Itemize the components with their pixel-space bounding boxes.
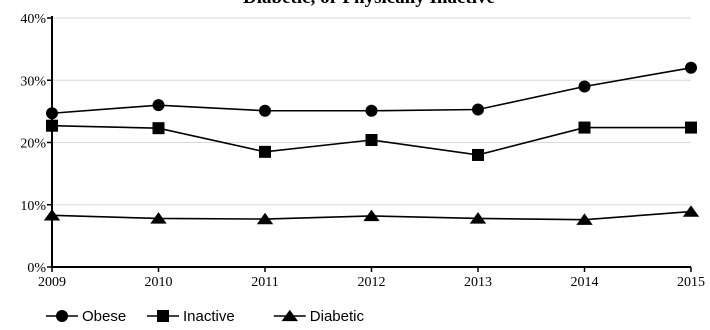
series-diabetic [43,205,700,225]
point-diabetic-2009 [43,209,61,221]
legend-label-inactive: Inactive [183,308,235,325]
point-inactive-2013 [472,148,484,161]
chart-title: Diabetic, or Physically Inactive [243,0,495,8]
series-obese [46,61,697,120]
legend-label-diabetic: Diabetic [310,308,365,325]
legend-marker-obese [56,310,68,322]
y-tick-label-4: 40% [20,12,46,27]
point-obese-2015 [685,61,697,74]
point-diabetic-2013 [469,212,487,224]
legend-marker-inactive [157,310,169,322]
x-tick-label-6: 2015 [677,275,705,290]
point-inactive-2009 [46,119,58,132]
point-inactive-2015 [685,121,697,134]
gridlines [52,17,691,206]
point-obese-2014 [578,80,591,93]
legend-label-obese: Obese [82,308,126,325]
point-inactive-2011 [259,145,271,158]
point-diabetic-2014 [576,213,593,225]
point-obese-2012 [365,104,378,117]
x-tick-label-4: 2013 [464,275,492,290]
x-tick-label-5: 2014 [571,275,599,290]
series-inactive [46,119,697,161]
tick-labels: 0% 10% 20% 30% 40% 2009 2010 2011 2012 2013 2014 20… [20,12,705,290]
legend-item-inactive: Inactive [147,308,235,325]
point-inactive-2010 [152,122,165,135]
point-inactive-2012 [365,134,378,147]
x-tick-label-1: 2010 [145,275,173,290]
legend-item-obese: Obese [46,308,126,325]
point-diabetic-2015 [682,205,700,217]
x-tick-label-0: 2009 [38,275,66,290]
y-tick-label-0: 0% [27,261,46,276]
y-tick-label-3: 30% [20,74,46,89]
x-tick-label-2: 2011 [251,275,278,290]
point-diabetic-2010 [150,212,167,224]
point-obese-2013 [472,103,484,116]
series-layer [43,61,700,225]
point-diabetic-2011 [256,212,274,225]
x-tick-label-3: 2012 [358,275,386,290]
legend-marker-diabetic [281,309,298,322]
y-tick-label-2: 20% [20,137,46,152]
point-obese-2011 [259,104,271,117]
y-tick-label-1: 10% [20,199,46,214]
point-diabetic-2012 [363,209,380,222]
axes [47,16,692,272]
point-obese-2010 [152,99,165,112]
point-inactive-2014 [578,121,591,134]
legend: Obese Inactive Diabetic [46,308,364,325]
legend-item-diabetic: Diabetic [273,308,365,325]
point-obese-2009 [46,107,58,120]
